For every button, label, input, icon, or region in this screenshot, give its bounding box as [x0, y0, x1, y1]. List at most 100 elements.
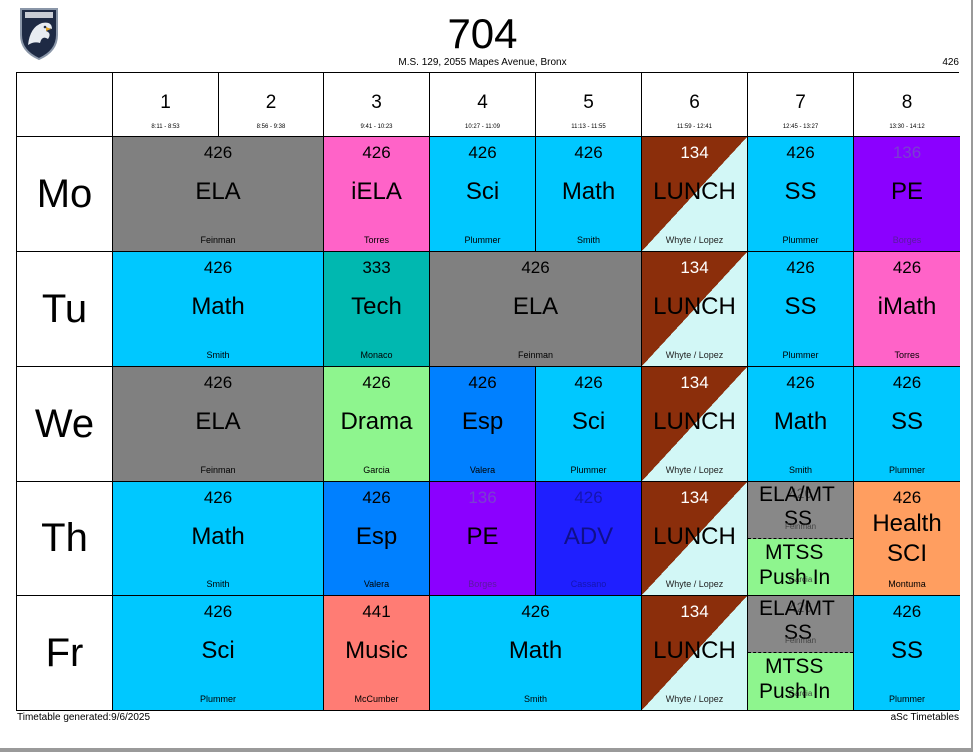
subject-name: Music	[345, 637, 408, 664]
period-time: 8:11 - 8:53	[151, 124, 180, 130]
room-number: 333	[362, 258, 391, 277]
lesson-cell[interactable]: 426 Sci Plummer	[536, 367, 642, 482]
period-header-8: 8 13:30 - 14:12	[854, 73, 960, 137]
lesson-cell[interactable]: 333 Tech Monaco	[324, 252, 430, 367]
lesson-cell[interactable]: 426 SS Plummer	[748, 137, 854, 252]
teacher-name: Valera	[363, 579, 390, 589]
room-number: 426	[786, 373, 815, 392]
teacher-name: Garcia	[788, 574, 813, 584]
teacher-name: Plummer	[199, 694, 236, 704]
subject-name: Math	[773, 408, 828, 435]
subject-name: Math	[191, 523, 245, 550]
lesson-cell[interactable]: 426 ADV Cassano	[536, 482, 642, 596]
subject-name: Drama	[340, 408, 413, 435]
teacher-name: Plummer	[888, 465, 925, 475]
lesson-cell[interactable]: 426 Math Smith	[430, 596, 642, 710]
period-time: 11:13 - 11:55	[571, 124, 606, 130]
lesson-cell[interactable]: 441 Music McCumber	[324, 596, 430, 710]
lunch-cell[interactable]: 134 LUNCH Whyte / Lopez	[642, 252, 748, 367]
room-number: 134	[680, 143, 709, 162]
subject-name: SS	[784, 293, 817, 320]
subject-name: MTSS	[765, 540, 824, 564]
teacher-name: McCumber	[354, 694, 399, 704]
teacher-name: Smith	[206, 350, 230, 360]
lesson-cell[interactable]: 426 Math Smith	[748, 367, 854, 482]
lesson-cell[interactable]: 426 ELA Feinman	[113, 367, 324, 482]
lesson-cell[interactable]: 426 Sci Plummer	[113, 596, 324, 710]
subject-name: Health	[872, 510, 942, 537]
lesson-cell[interactable]: 136 PE Borges	[854, 137, 960, 252]
room-number: 426	[788, 485, 813, 501]
subject-name: Tech	[351, 293, 402, 320]
subject-name: ELA/MT	[759, 483, 835, 506]
lesson-cell[interactable]: 426 SS Plummer	[854, 367, 960, 482]
split-lesson-cell[interactable]: 426 ELA/MT SS Feinman MTSS Garcia Push I…	[748, 596, 854, 710]
lesson-cell[interactable]: 426 Math Smith	[113, 482, 324, 596]
lunch-cell[interactable]: 134 LUNCH Whyte / Lopez	[642, 367, 748, 482]
room-number: 426	[892, 488, 922, 507]
room-number: 426	[892, 373, 922, 392]
lesson-cell[interactable]: 426 SS Plummer	[748, 252, 854, 367]
room-number: 134	[680, 488, 709, 507]
split-top-ela-mt[interactable]: 426 ELA/MT SS Feinman	[748, 482, 853, 539]
room-number: 426	[203, 602, 233, 621]
room-number: 426	[574, 373, 603, 392]
lesson-cell[interactable]: 426 SS Plummer	[854, 596, 960, 710]
room-number: 134	[680, 258, 709, 277]
lesson-cell[interactable]: 136 PE Borges	[430, 482, 536, 596]
period-header-6: 6 11:59 - 12:41	[642, 73, 748, 137]
period-time: 9:41 - 10:23	[360, 124, 393, 130]
lesson-cell[interactable]: 426 Esp Valera	[324, 482, 430, 596]
subject-name: MTSS	[765, 655, 824, 678]
teacher-name: Monaco	[360, 350, 393, 360]
lesson-cell[interactable]: 426 ELA Feinman	[113, 137, 324, 252]
period-number: 2	[265, 92, 277, 113]
class-title: 704	[447, 10, 518, 57]
room-number: 426	[892, 602, 922, 621]
subject-name: ELA	[195, 408, 241, 435]
teacher-name: Feinman	[517, 350, 553, 360]
teacher-name: Feinman	[784, 522, 817, 531]
subject-name: LUNCH	[653, 523, 736, 550]
teacher-name: Borges	[892, 235, 922, 245]
lesson-cell[interactable]: 426 Drama Garcia	[324, 367, 430, 482]
subject-name: Esp	[461, 408, 504, 435]
teacher-name: Smith	[523, 694, 547, 704]
lesson-cell[interactable]: 426 Esp Valera	[430, 367, 536, 482]
timetable-grid: 1 8:11 - 8:53 2 8:56 - 9:38 3 9:41 - 10:…	[16, 72, 960, 711]
teacher-name: Whyte / Lopez	[665, 694, 724, 704]
subject-name: Math	[191, 293, 245, 320]
lunch-cell[interactable]: 134 LUNCH Whyte / Lopez	[642, 482, 748, 596]
period-number: 3	[371, 92, 382, 113]
lesson-cell[interactable]: 426 iMath Torres	[854, 252, 960, 367]
period-header-7: 7 12:45 - 13:27	[748, 73, 854, 137]
split-bottom-mtss[interactable]: MTSS Garcia Push In	[748, 653, 853, 710]
room-number: 426	[786, 143, 815, 162]
teacher-name: Valera	[469, 465, 496, 475]
split-top-ela-mt[interactable]: 426 ELA/MT SS Feinman	[748, 596, 853, 653]
lunch-cell[interactable]: 134 LUNCH Whyte / Lopez	[642, 596, 748, 710]
teacher-name: Smith	[576, 235, 600, 245]
room-number: 426	[521, 258, 550, 277]
teacher-name: Cassano	[570, 579, 607, 589]
lesson-cell[interactable]: 426 Math Smith	[536, 137, 642, 252]
lesson-cell[interactable]: 426 Sci Plummer	[430, 137, 536, 252]
room-number: 136	[468, 488, 497, 507]
split-bottom-mtss[interactable]: MTSS Garcia Push In	[748, 538, 853, 595]
period-time: 12:45 - 13:27	[782, 124, 819, 130]
period-number: 1	[160, 92, 171, 113]
split-lesson-cell[interactable]: 426 ELA/MT SS Feinman MTSS Garcia Push I…	[748, 482, 854, 596]
lesson-cell[interactable]: 426 Math Smith	[113, 252, 324, 367]
teacher-name: Plummer	[782, 350, 819, 360]
lunch-cell[interactable]: 134 LUNCH Whyte / Lopez	[642, 137, 748, 252]
period-number: 8	[901, 92, 913, 113]
subject-name: LUNCH	[653, 178, 736, 205]
lesson-cell[interactable]: 426 ELA Feinman	[430, 252, 642, 367]
lesson-cell[interactable]: 426 iELA Torres	[324, 137, 430, 252]
subject-name-line2: Push In	[759, 680, 831, 703]
teacher-name: Whyte / Lopez	[665, 579, 724, 589]
lesson-cell[interactable]: 426 Health SCI Montuma	[854, 482, 960, 596]
room-number: 426	[574, 143, 603, 162]
day-label-th: Th	[17, 482, 113, 596]
